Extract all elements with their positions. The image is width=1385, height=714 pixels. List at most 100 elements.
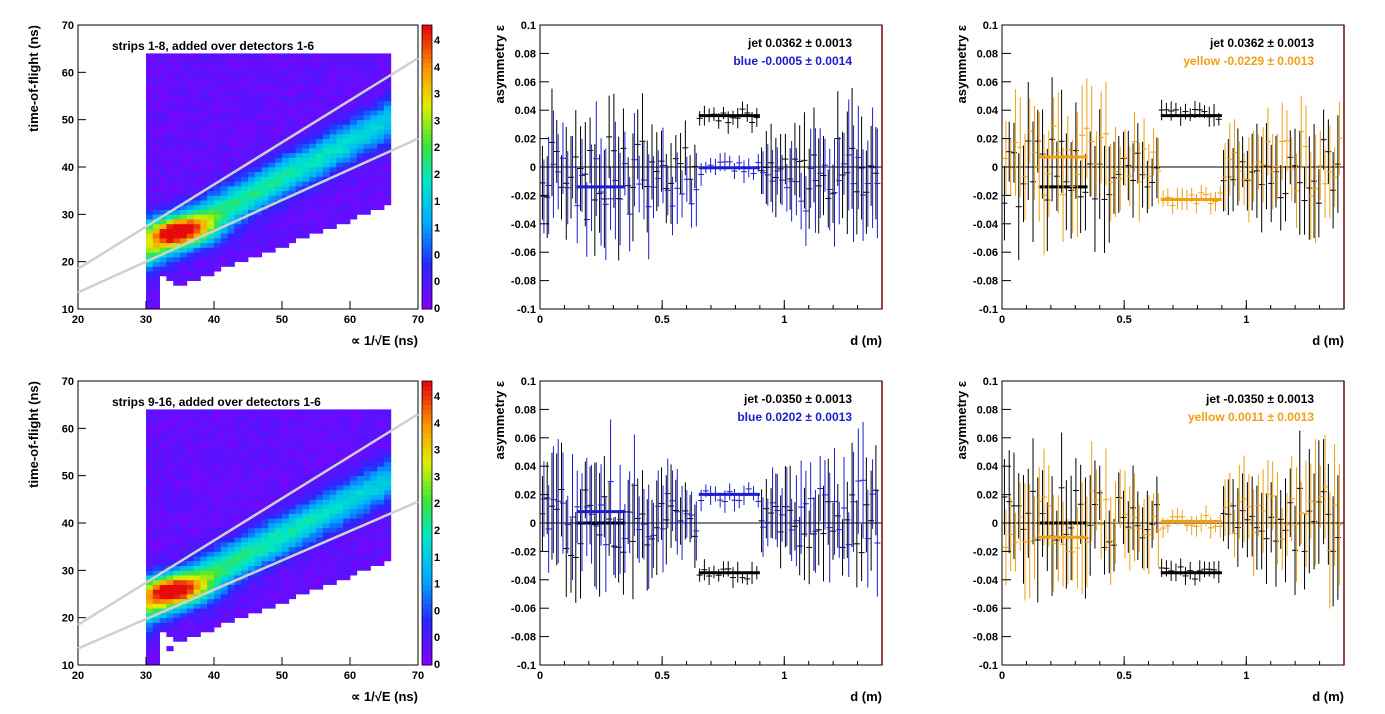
heatmap-cell xyxy=(152,167,160,173)
heatmap-cell xyxy=(180,86,188,92)
heatmap-cell xyxy=(384,475,392,481)
y-tick-label: 0.04 xyxy=(977,105,999,117)
heatmap-cell xyxy=(200,148,208,154)
heatmap-cell xyxy=(248,594,256,600)
heatmap-cell xyxy=(159,53,167,59)
heatmap-cell xyxy=(309,447,317,453)
heatmap-cell xyxy=(173,447,181,453)
y-tick-label: 0.06 xyxy=(515,433,536,445)
heatmap-cell xyxy=(268,575,276,581)
heatmap-cell xyxy=(173,551,181,557)
data-point xyxy=(650,156,657,219)
data-point xyxy=(1212,191,1219,212)
heatmap-cell xyxy=(234,560,242,566)
heatmap-cell xyxy=(146,238,154,244)
data-point xyxy=(1298,95,1305,168)
heatmap-cell xyxy=(329,105,337,111)
heatmap-cell xyxy=(146,551,154,557)
heatmap-cell xyxy=(180,456,188,462)
band-line-upper xyxy=(77,413,419,626)
heatmap-cell xyxy=(159,575,167,581)
heatmap-cell xyxy=(288,77,296,83)
heatmap-cell xyxy=(166,537,174,543)
data-point xyxy=(1088,86,1095,197)
heatmap-cell xyxy=(254,129,262,135)
heatmap-cell xyxy=(363,133,371,139)
heatmap-cell xyxy=(295,575,303,581)
data-point xyxy=(655,470,662,543)
data-point xyxy=(1131,111,1138,172)
heatmap-cell xyxy=(234,504,242,510)
heatmap-cell xyxy=(200,447,208,453)
heatmap-cell xyxy=(220,200,228,206)
heatmap-cell xyxy=(146,148,154,154)
heatmap-cell xyxy=(241,228,249,234)
heatmap-cell xyxy=(254,53,262,59)
heatmap-cell xyxy=(329,110,337,116)
heatmap-cell xyxy=(180,565,188,571)
heatmap-cell xyxy=(146,575,154,581)
color-scale-step xyxy=(422,266,432,272)
heatmap-cell xyxy=(180,62,188,68)
heatmap-cell xyxy=(268,200,276,206)
heatmap-cell xyxy=(363,513,371,519)
heatmap-cell xyxy=(159,119,167,125)
heatmap-cell xyxy=(227,608,235,614)
heatmap-cell xyxy=(227,96,235,102)
heatmap-cell xyxy=(207,86,215,92)
heatmap-cell xyxy=(309,489,317,495)
data-point xyxy=(639,470,646,558)
data-point xyxy=(845,512,852,577)
heatmap-cell xyxy=(343,105,351,111)
heatmap-cell xyxy=(302,570,310,576)
heatmap-cell xyxy=(336,423,344,429)
heatmap-cell xyxy=(316,537,324,543)
heatmap-cell xyxy=(302,58,310,64)
heatmap-cell xyxy=(200,62,208,68)
heatmap-cell xyxy=(343,409,351,415)
heatmap-cell xyxy=(302,513,310,519)
heatmap-cell xyxy=(336,138,344,144)
heatmap-cell xyxy=(241,537,249,543)
heatmap-cell xyxy=(316,148,324,154)
heatmap-cell xyxy=(193,157,201,163)
data-point xyxy=(1331,147,1338,207)
heatmap-cell xyxy=(180,560,188,566)
heatmap-cell xyxy=(234,152,242,158)
heatmap-cell xyxy=(227,233,235,239)
heatmap-cell xyxy=(220,119,228,125)
heatmap-cell xyxy=(193,461,201,467)
heatmap-cell xyxy=(336,466,344,472)
heatmap-cell xyxy=(384,195,392,201)
heatmap-cell xyxy=(336,185,344,192)
heatmap-cell xyxy=(356,114,364,121)
heatmap-cell xyxy=(220,195,228,201)
heatmap-cell xyxy=(180,81,188,87)
data-point xyxy=(1283,110,1290,172)
heatmap-cell xyxy=(268,470,276,477)
heatmap-cell xyxy=(248,204,256,210)
heatmap-cell xyxy=(288,466,296,472)
heatmap-cell xyxy=(268,537,276,543)
heatmap-cell xyxy=(207,622,215,628)
heatmap-cell xyxy=(207,532,215,538)
heatmap-cell xyxy=(350,214,358,220)
heatmap-cell xyxy=(343,527,351,533)
heatmap-cell xyxy=(234,133,242,139)
heatmap-cell xyxy=(350,504,358,510)
heatmap-cell xyxy=(261,418,269,424)
heatmap-cell xyxy=(356,556,364,562)
heatmap-cell xyxy=(268,129,276,135)
heatmap-cell xyxy=(288,494,296,500)
data-point xyxy=(1230,478,1237,533)
data-point xyxy=(569,454,576,580)
heatmap-cell xyxy=(166,228,174,234)
heatmap-cell xyxy=(220,551,228,557)
heatmap-cell xyxy=(282,470,290,477)
heatmap-cell xyxy=(309,560,317,566)
x-tick-label: 30 xyxy=(140,670,152,682)
heatmap-cell xyxy=(220,608,228,614)
heatmap-cell xyxy=(275,433,283,439)
heatmap-cell xyxy=(166,96,174,102)
heatmap-cell xyxy=(268,72,276,78)
